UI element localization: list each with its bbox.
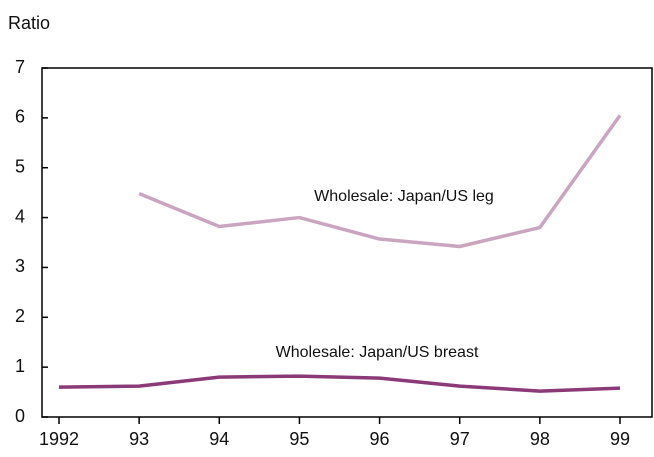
x-tick-label: 1992 [39, 429, 79, 449]
y-tick-label: 4 [15, 206, 25, 226]
x-tick-label: 99 [610, 429, 630, 449]
series-label: Wholesale: Japan/US leg [314, 188, 494, 205]
y-axis-label: Ratio [8, 13, 50, 33]
y-tick-label: 2 [15, 306, 25, 326]
x-tick-label: 93 [129, 429, 149, 449]
y-tick-label: 0 [15, 406, 25, 426]
y-tick-label: 5 [15, 156, 25, 176]
y-tick-label: 6 [15, 107, 25, 127]
y-tick-label: 3 [15, 256, 25, 276]
series-line [58, 374, 621, 393]
x-tick-label: 95 [289, 429, 309, 449]
x-tick-label: 96 [370, 429, 390, 449]
y-tick-label: 7 [15, 57, 25, 77]
series-label: Wholesale: Japan/US breast [276, 344, 479, 361]
series-line [138, 114, 622, 249]
x-tick-label: 97 [450, 429, 470, 449]
y-tick-label: 1 [15, 356, 25, 376]
x-tick-label: 98 [530, 429, 550, 449]
x-tick-label: 94 [209, 429, 229, 449]
plot-frame [41, 67, 653, 418]
